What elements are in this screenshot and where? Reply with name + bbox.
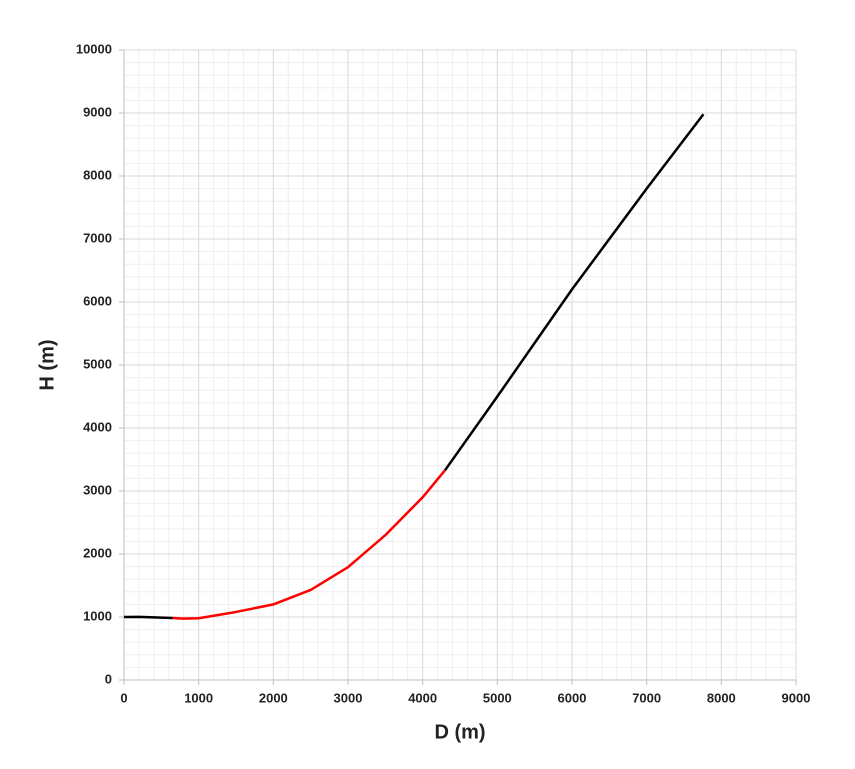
y-tick-label: 9000 xyxy=(83,104,112,119)
x-tick-label: 5000 xyxy=(483,690,512,705)
y-tick-label: 8000 xyxy=(83,167,112,182)
x-tick-label: 6000 xyxy=(558,690,587,705)
data-line xyxy=(444,113,705,471)
x-tick-label: 3000 xyxy=(334,690,363,705)
y-tick-label: 2000 xyxy=(83,545,112,560)
x-tick-label: 8000 xyxy=(707,690,736,705)
x-axis-title: D (m) xyxy=(434,721,485,743)
y-tick-label: 1000 xyxy=(83,608,112,623)
y-tick-label: 6000 xyxy=(83,293,112,308)
x-tick-label: 2000 xyxy=(259,690,288,705)
y-tick-label: 3000 xyxy=(83,482,112,497)
x-tick-label: 1000 xyxy=(184,690,213,705)
data-line xyxy=(123,615,173,620)
y-tick-label: 10000 xyxy=(76,41,112,56)
x-tick-label: 0 xyxy=(120,690,127,705)
data-line xyxy=(172,469,447,620)
y-tick-label: 4000 xyxy=(83,419,112,434)
y-axis-title: H (m) xyxy=(36,339,58,390)
x-tick-label: 4000 xyxy=(408,690,437,705)
y-tick-label: 7000 xyxy=(83,230,112,245)
x-tick-label: 9000 xyxy=(782,690,811,705)
x-tick-label: 7000 xyxy=(632,690,661,705)
y-tick-label: 5000 xyxy=(83,356,112,371)
y-tick-label: 0 xyxy=(105,671,112,686)
